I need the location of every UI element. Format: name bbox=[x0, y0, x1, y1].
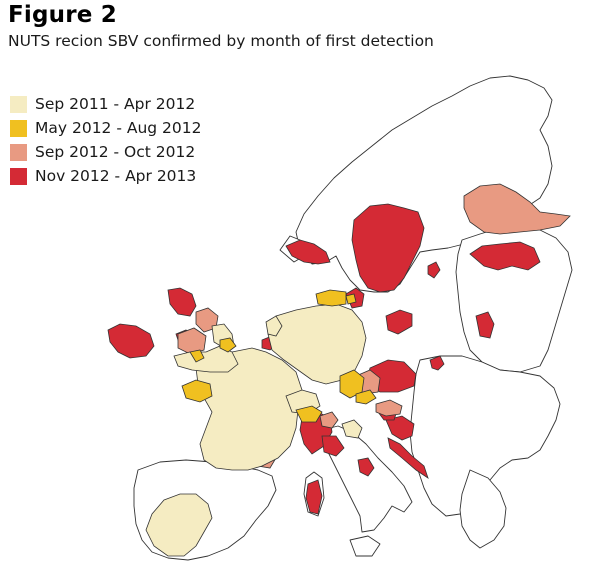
italy-outline bbox=[321, 425, 413, 533]
region-germany-north bbox=[315, 289, 347, 307]
region-netherlands bbox=[265, 315, 283, 337]
region-sardinia bbox=[305, 479, 323, 515]
region-uk-midlands bbox=[177, 327, 207, 355]
region-poland-west bbox=[385, 309, 413, 335]
region-sweden bbox=[351, 203, 425, 293]
region-italy-lazio bbox=[357, 457, 375, 477]
legend-item: May 2012 - Aug 2012 bbox=[10, 116, 202, 140]
region-uk-southeast bbox=[219, 337, 237, 353]
region-ireland bbox=[107, 323, 155, 359]
sicily-outline bbox=[349, 535, 381, 557]
legend: Sep 2011 - Apr 2012 May 2012 - Aug 2012 … bbox=[10, 92, 202, 188]
region-italy-north-salmon bbox=[319, 411, 339, 429]
region-switzerland-yellow bbox=[295, 405, 323, 423]
legend-item: Sep 2012 - Oct 2012 bbox=[10, 140, 202, 164]
region-italy-alps bbox=[341, 419, 363, 439]
region-slovakia bbox=[375, 399, 403, 417]
region-norway-south bbox=[285, 239, 331, 265]
legend-swatch bbox=[10, 143, 27, 161]
region-austria-yellow bbox=[355, 389, 377, 405]
legend-label: May 2012 - Aug 2012 bbox=[35, 119, 202, 137]
figure-title: Figure 2 bbox=[8, 2, 117, 28]
legend-label: Sep 2011 - Apr 2012 bbox=[35, 95, 196, 113]
region-uk-wales-yellow bbox=[189, 349, 205, 363]
legend-item: Sep 2011 - Apr 2012 bbox=[10, 92, 202, 116]
region-lithuania bbox=[475, 311, 495, 339]
region-italy-liguria bbox=[321, 435, 345, 457]
region-france-brittany bbox=[181, 379, 213, 403]
legend-swatch bbox=[10, 167, 27, 185]
greece-outline bbox=[459, 469, 507, 549]
region-france bbox=[195, 347, 303, 471]
region-hungary-east bbox=[429, 355, 445, 371]
region-finland-sw bbox=[469, 241, 541, 271]
legend-swatch bbox=[10, 95, 27, 113]
figure-subtitle: NUTS recion SBV confirmed by month of fi… bbox=[8, 32, 434, 50]
legend-label: Sep 2012 - Oct 2012 bbox=[35, 143, 196, 161]
legend-item: Nov 2012 - Apr 2013 bbox=[10, 164, 202, 188]
region-bosnia-coast bbox=[387, 437, 429, 479]
eastern-europe-outline bbox=[409, 355, 561, 517]
region-croatia bbox=[385, 415, 415, 441]
region-finland-central bbox=[463, 183, 571, 235]
region-scotland bbox=[167, 287, 197, 317]
region-denmark-south bbox=[345, 293, 357, 305]
legend-label: Nov 2012 - Apr 2013 bbox=[35, 167, 197, 185]
legend-swatch bbox=[10, 119, 27, 137]
region-spain-south bbox=[145, 493, 213, 557]
region-baltic-island bbox=[427, 261, 441, 279]
